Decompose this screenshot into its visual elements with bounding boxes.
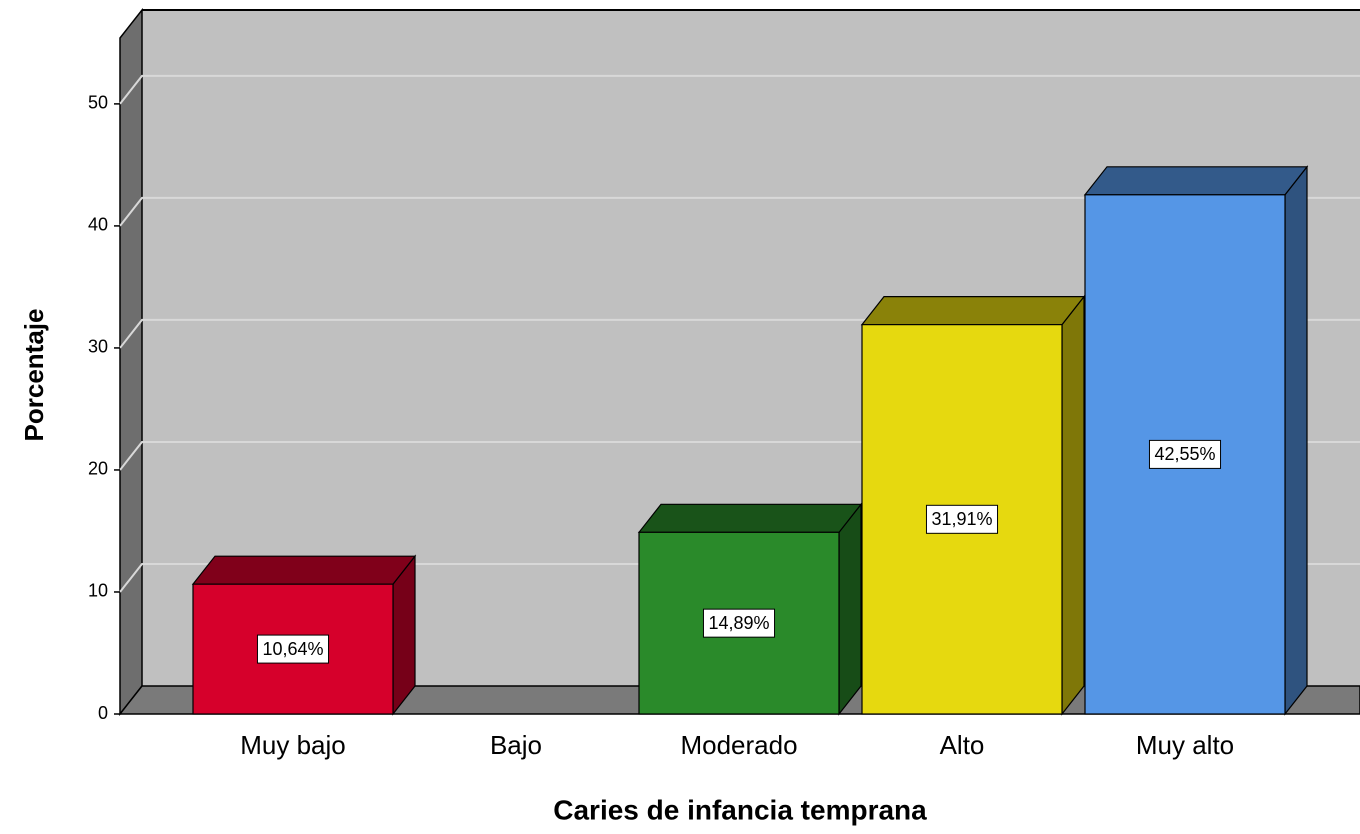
grid-line (119, 74, 1360, 105)
bar: 31,91% (860, 294, 1086, 716)
value-label: 14,89% (708, 613, 769, 633)
x-tick-label: Bajo (490, 730, 542, 760)
bar: 42,55% (1083, 165, 1309, 716)
grid: 0 10 20 30 40 50 (88, 74, 1360, 723)
bar-top (637, 503, 863, 533)
x-axis-title: Caries de infancia temprana (553, 794, 927, 825)
value-label-box (1148, 439, 1222, 469)
value-label: 31,91% (931, 509, 992, 529)
bar-side (838, 502, 862, 716)
y-tick-label: 40 (88, 215, 108, 235)
bars: 10,64% 14,89% 31,91% 42,55% (191, 165, 1309, 716)
value-label-box (256, 634, 330, 664)
bar-side (1061, 294, 1085, 716)
bar: 10,64% (191, 554, 417, 716)
bar: 14,89% (637, 502, 863, 716)
bar-side (1284, 165, 1308, 716)
y-tick-label: 30 (88, 337, 108, 357)
value-label: 10,64% (262, 639, 323, 659)
x-tick-label: Moderado (680, 730, 797, 760)
bar-top (860, 296, 1086, 326)
y-tick-label: 20 (88, 459, 108, 479)
side-wall (119, 7, 143, 717)
x-tick-label: Alto (940, 730, 985, 760)
y-tick-label: 10 (88, 581, 108, 601)
value-label: 42,55% (1154, 444, 1215, 464)
value-label-box (702, 608, 776, 638)
x-tick-label: Muy bajo (240, 730, 346, 760)
x-tick-label: Muy alto (1136, 730, 1234, 760)
y-tick-label: 0 (98, 703, 108, 723)
bar-top (1083, 166, 1309, 196)
grid-line (119, 196, 1360, 227)
bar-top (191, 555, 417, 585)
value-label-box (925, 504, 999, 534)
y-tick-label: 50 (88, 93, 108, 113)
y-axis-title: Porcentaje (19, 309, 49, 442)
